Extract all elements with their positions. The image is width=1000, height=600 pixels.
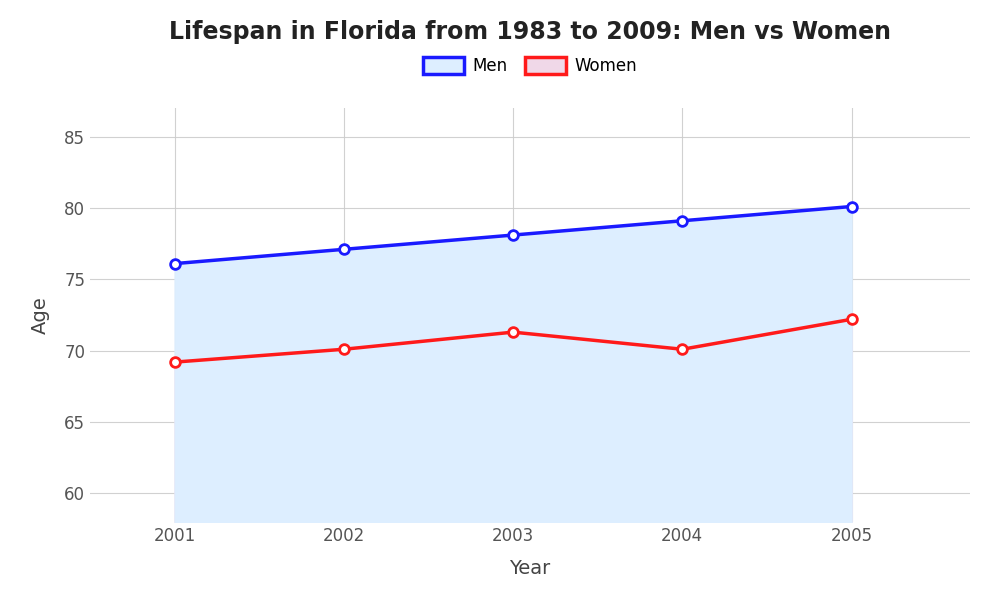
X-axis label: Year: Year bbox=[509, 559, 551, 578]
Legend: Men, Women: Men, Women bbox=[416, 50, 644, 82]
Y-axis label: Age: Age bbox=[31, 296, 50, 334]
Title: Lifespan in Florida from 1983 to 2009: Men vs Women: Lifespan in Florida from 1983 to 2009: M… bbox=[169, 20, 891, 44]
